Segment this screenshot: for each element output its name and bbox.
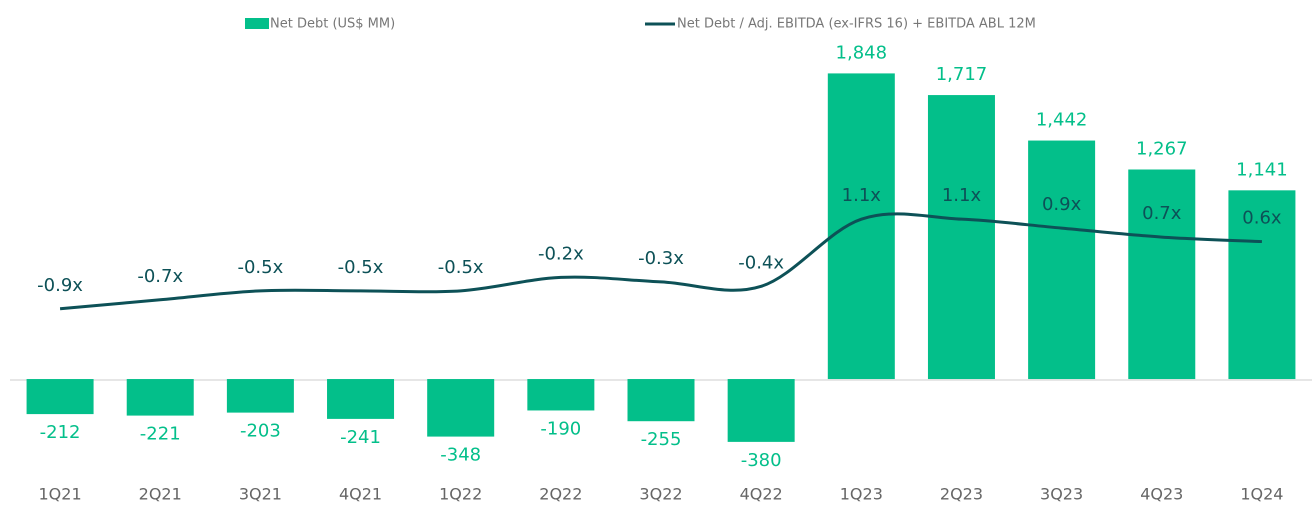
data-label: -255 [641, 429, 682, 450]
legend-swatch [245, 18, 269, 29]
x-tick-label: 2Q21 [139, 485, 182, 504]
data-label: -0.7x [137, 266, 183, 287]
data-label: 1,848 [836, 42, 888, 63]
data-label: -241 [340, 427, 381, 448]
bar [927, 95, 995, 380]
bar [1128, 169, 1196, 380]
x-tick-label: 3Q22 [639, 485, 682, 504]
x-tick-label: 2Q23 [940, 485, 983, 504]
data-label: 1,141 [1236, 159, 1288, 180]
x-tick-label: 1Q22 [439, 485, 482, 504]
data-label: 1.1x [842, 185, 882, 206]
data-label: -0.4x [738, 252, 784, 273]
data-label: -0.2x [538, 243, 584, 264]
bar [527, 379, 595, 411]
data-label: -0.5x [338, 257, 384, 278]
bar [126, 379, 194, 416]
bar [1028, 140, 1096, 380]
data-label: -348 [440, 445, 481, 466]
bar [26, 379, 94, 415]
bar [627, 379, 695, 422]
data-label: -212 [40, 422, 81, 443]
data-label: -0.5x [237, 257, 283, 278]
data-label: -221 [140, 424, 181, 445]
legend-label: Net Debt (US$ MM) [270, 17, 395, 32]
x-tick-label: 1Q21 [39, 485, 82, 504]
bar [327, 379, 395, 419]
x-tick-label: 4Q23 [1140, 485, 1183, 504]
bar [727, 379, 795, 442]
x-tick-label: 1Q24 [1240, 485, 1283, 504]
data-label: 1.1x [942, 185, 982, 206]
data-label: 0.9x [1042, 194, 1082, 215]
data-label: -0.5x [438, 257, 484, 278]
data-label: 1,442 [1036, 110, 1088, 131]
bar [427, 379, 495, 437]
bar [226, 379, 294, 413]
legend-label: Net Debt / Adj. EBITDA (ex-IFRS 16) + EB… [677, 17, 1036, 32]
data-label: -0.9x [37, 275, 83, 296]
x-tick-label: 3Q23 [1040, 485, 1083, 504]
data-label: 0.7x [1142, 203, 1182, 224]
x-tick-label: 3Q21 [239, 485, 282, 504]
x-tick-label: 1Q23 [840, 485, 883, 504]
x-tick-label: 4Q22 [740, 485, 783, 504]
data-label: 0.6x [1242, 208, 1282, 229]
data-label: -380 [741, 450, 782, 471]
data-label: 1,717 [936, 64, 988, 85]
data-label: -203 [240, 421, 281, 442]
bar [1228, 190, 1296, 380]
data-label: -190 [540, 418, 581, 439]
x-tick-label: 4Q21 [339, 485, 382, 504]
data-label: -0.3x [638, 248, 684, 269]
line [59, 212, 1262, 311]
bar [827, 73, 895, 380]
x-tick-label: 2Q22 [539, 485, 582, 504]
data-label: 1,267 [1136, 138, 1188, 159]
